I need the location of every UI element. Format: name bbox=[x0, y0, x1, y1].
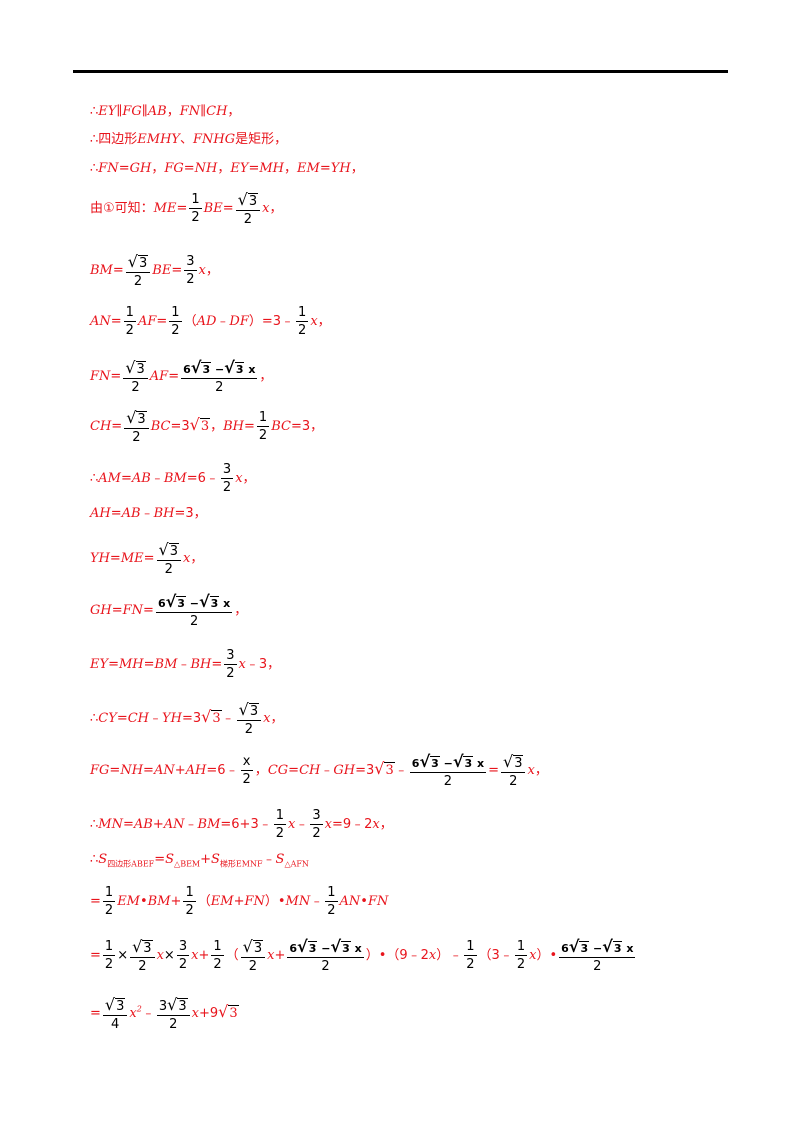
solution-line: CH= √3 2 BC=3√3，BH= 1 2 BC=3， bbox=[90, 408, 324, 445]
solution-line: AN= 1 2 AF= 1 2 （AD﹣DF）=3﹣ 1 2 x， bbox=[90, 305, 331, 338]
solution-line: ∴EY∥FG∥AB，FN∥CH， bbox=[90, 104, 241, 119]
solution-line: ∴MN=AB+AN﹣BM=6+3﹣ 1 2 x﹣ 3 2 x=9﹣2x， bbox=[90, 808, 393, 841]
solution-line: = √3 4 x2﹣ 3√3 2 x+9√3 bbox=[90, 995, 239, 1032]
solution-line: = 1 2 × √3 2 x× 3 2 x+ 1 2 （√3 2 x+ 6√3 −√3 x 2 ）•（9﹣2x）﹣… bbox=[90, 937, 636, 974]
solution-line: BM= √3 2 BE= 3 2 x， bbox=[90, 252, 219, 289]
solution-line: YH=ME= √3 2 x， bbox=[90, 540, 204, 577]
solution-line: 由①可知：ME= 1 2 BE= √3 2 x， bbox=[90, 190, 283, 227]
header-rule bbox=[73, 70, 728, 73]
solution-line: EY=MH=BM﹣BH= 3 2 x﹣3， bbox=[90, 648, 281, 681]
solution-line: AH=AB﹣BH=3， bbox=[90, 506, 207, 521]
solution-line: = 1 2 EM•BM+ 1 2 （EM+FN）•MN﹣ 1 2 AN•FN bbox=[90, 885, 389, 918]
solution-line: ∴FN=GH，FG=NH，EY=MH，EM=YH， bbox=[90, 161, 364, 176]
solution-line: ∴AM=AB﹣BM=6﹣ 3 2 x， bbox=[90, 462, 256, 495]
solution-line: ∴CY=CH﹣YH=3√3﹣ √3 2 x， bbox=[90, 700, 284, 737]
solution-line: ∴S四边形ABEF=S△BEM+S梯形EMNF﹣S△AFN bbox=[90, 852, 309, 869]
solution-line: FN= √3 2 AF= 6√3 −√3 x 2， bbox=[90, 358, 273, 395]
solution-line: ∴四边形EMHY、FNHG是矩形， bbox=[90, 132, 288, 147]
solution-line: GH=FN= 6√3 −√3 x 2， bbox=[90, 592, 248, 629]
